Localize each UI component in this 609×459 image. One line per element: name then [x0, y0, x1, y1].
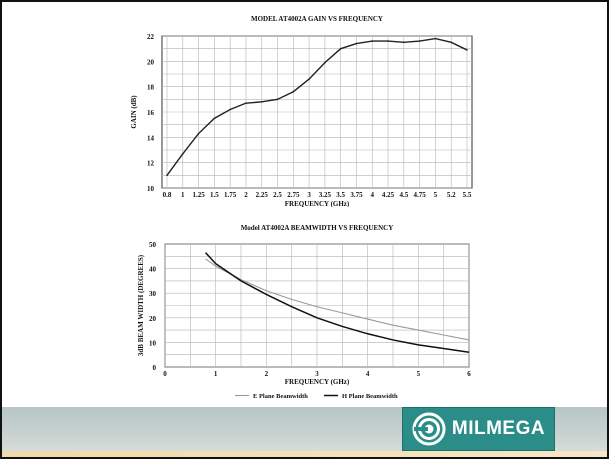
legend-label: H Plane Beamwidth [342, 393, 398, 400]
gain-chart: 10 12 14 16 18 20 22 0.8 1 1.25 1.5 1.75 2 2.25 2.5 2.7… [130, 15, 473, 207]
x-tick-label: 3 [307, 191, 311, 199]
x-tick-label: 4 [366, 370, 370, 378]
x-tick-label: 5 [417, 370, 421, 378]
y-tick-label: 18 [147, 84, 155, 92]
h-plane-series-line [204, 252, 470, 353]
x-tick-label: 2 [265, 370, 269, 378]
gain-data-point [355, 42, 358, 45]
y-tick-label: 30 [149, 290, 157, 298]
gain-data-point [308, 78, 310, 80]
x-tick-label: 3.75 [350, 191, 363, 199]
gain-data-point [387, 40, 389, 42]
x-tick-label: 4.5 [399, 191, 408, 199]
gain-data-point [466, 49, 468, 51]
x-tick-label: 1.75 [224, 191, 237, 199]
gain-data-point [181, 153, 184, 155]
x-tick-label: 6 [467, 370, 471, 378]
x-tick-label: 4 [371, 191, 375, 199]
y-tick-label: 10 [149, 339, 157, 347]
x-tick-label: 5.2 [447, 191, 456, 199]
gain-data-point [450, 41, 453, 44]
legend-label: E Plane Beamwidth [253, 393, 308, 400]
x-tick-label: 3.25 [319, 191, 332, 199]
x-tick-label: 1.25 [192, 191, 205, 199]
logo-text: MILMEGA [451, 418, 546, 439]
y-tick-label: 50 [149, 241, 157, 249]
footer-stripe [2, 451, 607, 457]
x-axis-label: FREQUENCY (GHz) [285, 378, 350, 386]
gain-data-point [324, 61, 326, 64]
gain-data-point [403, 41, 405, 44]
x-tick-label: 0.8 [163, 191, 172, 199]
gain-data-point [166, 174, 168, 177]
y-axis-label: GAIN (dB) [130, 95, 138, 129]
y-axis-label: 3dB BEAM WIDTH (DEGREES) [137, 254, 145, 356]
y-tick-label: 40 [149, 266, 157, 274]
x-tick-label: 2.5 [273, 191, 282, 199]
y-tick-label: 16 [147, 109, 155, 117]
x-tick-label: 3 [315, 370, 319, 378]
x-tick-label: 2.25 [256, 191, 269, 199]
y-tick-label: 0 [153, 364, 157, 372]
gain-series-line [166, 37, 468, 176]
gain-data-point [245, 102, 247, 104]
x-tick-label: 1 [214, 370, 218, 378]
x-tick-label: 4.25 [382, 191, 395, 199]
gain-data-point [371, 40, 374, 42]
x-tick-label: 5 [434, 191, 438, 199]
y-tick-label: 20 [149, 315, 157, 323]
gain-data-point [434, 37, 437, 40]
x-tick-label: 1 [181, 191, 185, 199]
y-tick-label: 10 [147, 185, 155, 193]
gain-data-point [197, 132, 200, 135]
gain-data-point [229, 108, 231, 111]
gain-data-point [418, 40, 421, 42]
milmega-logo: MILMEGA [402, 407, 555, 451]
y-tick-label: 22 [147, 33, 155, 41]
y-tick-label: 12 [147, 160, 155, 168]
chart-title: Model AT4002A BEAMWIDTH VS FREQUENCY [241, 224, 394, 232]
x-tick-label: 1.5 [210, 191, 219, 199]
gain-data-point [292, 90, 295, 93]
x-tick-label: 3.5 [336, 191, 345, 199]
gain-data-point [276, 98, 279, 101]
y-tick-label: 14 [147, 134, 155, 142]
x-tick-label: 2.75 [287, 191, 300, 199]
y-tick-label: 20 [147, 58, 155, 66]
x-tick-label: 2 [244, 191, 248, 199]
logo-swirl-icon [412, 412, 446, 446]
x-tick-label: 5.5 [463, 191, 472, 199]
x-tick-label: 0 [163, 370, 167, 378]
x-axis-label: FREQUENCY (GHz) [285, 200, 350, 207]
gain-data-point [213, 117, 216, 120]
x-tick-label: 4.75 [414, 191, 427, 199]
chart-title: MODEL AT4002A GAIN VS FREQUENCY [251, 15, 383, 23]
gain-data-point [339, 47, 342, 50]
beamwidth-chart: 0 10 20 30 40 50 0 1 2 3 4 5 6 Model AT4002A BEAMWIDT… [137, 224, 471, 400]
gain-data-point [260, 101, 263, 103]
